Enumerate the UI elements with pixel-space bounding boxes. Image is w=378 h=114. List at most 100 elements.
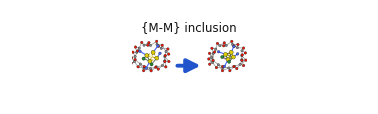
Circle shape xyxy=(159,53,161,55)
Circle shape xyxy=(231,41,233,43)
Circle shape xyxy=(150,63,153,66)
Circle shape xyxy=(217,64,220,66)
Circle shape xyxy=(211,48,213,50)
Circle shape xyxy=(223,42,226,45)
Circle shape xyxy=(133,61,136,63)
Circle shape xyxy=(244,52,247,55)
Circle shape xyxy=(161,45,163,47)
Circle shape xyxy=(236,47,239,49)
Circle shape xyxy=(164,66,167,69)
Circle shape xyxy=(240,55,243,57)
Circle shape xyxy=(164,60,166,62)
Circle shape xyxy=(160,48,163,50)
Circle shape xyxy=(149,45,152,47)
Circle shape xyxy=(231,56,235,60)
Circle shape xyxy=(151,51,155,55)
Circle shape xyxy=(218,45,221,47)
Circle shape xyxy=(157,45,160,48)
Circle shape xyxy=(208,58,210,61)
Circle shape xyxy=(134,46,137,49)
Circle shape xyxy=(145,54,149,58)
Circle shape xyxy=(141,42,143,44)
Circle shape xyxy=(147,42,150,45)
Circle shape xyxy=(143,66,146,68)
Circle shape xyxy=(164,56,166,58)
Circle shape xyxy=(242,65,245,67)
Circle shape xyxy=(225,45,228,47)
Circle shape xyxy=(211,57,213,59)
Circle shape xyxy=(136,52,138,54)
Circle shape xyxy=(232,46,235,48)
Circle shape xyxy=(143,70,145,72)
Circle shape xyxy=(208,63,211,66)
Circle shape xyxy=(156,45,159,48)
Circle shape xyxy=(223,53,228,57)
Circle shape xyxy=(221,56,224,59)
Circle shape xyxy=(233,45,235,48)
Circle shape xyxy=(143,45,145,47)
Circle shape xyxy=(130,62,133,65)
Circle shape xyxy=(136,50,139,53)
Circle shape xyxy=(222,45,225,48)
Circle shape xyxy=(221,70,224,72)
Circle shape xyxy=(232,66,235,68)
Circle shape xyxy=(229,70,231,72)
Circle shape xyxy=(161,65,164,67)
Circle shape xyxy=(240,59,243,61)
Circle shape xyxy=(229,51,233,55)
Circle shape xyxy=(139,50,141,53)
Text: {M-M} inclusion: {M-M} inclusion xyxy=(141,21,237,34)
Circle shape xyxy=(217,51,220,54)
Circle shape xyxy=(242,47,245,50)
Circle shape xyxy=(236,53,239,56)
Circle shape xyxy=(147,44,149,47)
Circle shape xyxy=(226,58,230,62)
Circle shape xyxy=(138,48,140,50)
Circle shape xyxy=(155,41,158,43)
Circle shape xyxy=(222,66,224,68)
Circle shape xyxy=(137,66,139,69)
Circle shape xyxy=(164,55,166,57)
Circle shape xyxy=(215,49,217,51)
Circle shape xyxy=(164,61,166,63)
Circle shape xyxy=(211,62,214,64)
Circle shape xyxy=(215,67,218,69)
Circle shape xyxy=(231,44,234,46)
Circle shape xyxy=(134,59,136,61)
Circle shape xyxy=(208,53,211,55)
Circle shape xyxy=(212,60,214,62)
Circle shape xyxy=(222,67,224,69)
Circle shape xyxy=(167,61,170,63)
Circle shape xyxy=(245,59,247,62)
Circle shape xyxy=(155,66,157,68)
Circle shape xyxy=(148,60,152,64)
Circle shape xyxy=(241,60,243,62)
Circle shape xyxy=(213,51,216,54)
Circle shape xyxy=(155,57,159,61)
Circle shape xyxy=(142,58,145,61)
Circle shape xyxy=(216,43,219,45)
Circle shape xyxy=(241,54,243,57)
Circle shape xyxy=(241,50,243,52)
Circle shape xyxy=(157,68,160,71)
Circle shape xyxy=(235,68,238,70)
Circle shape xyxy=(149,68,152,70)
Circle shape xyxy=(223,66,226,68)
Circle shape xyxy=(239,64,241,66)
Circle shape xyxy=(134,56,136,58)
Circle shape xyxy=(132,52,134,54)
Circle shape xyxy=(130,57,133,60)
Circle shape xyxy=(145,67,147,70)
Circle shape xyxy=(167,48,169,51)
Circle shape xyxy=(212,53,215,55)
Circle shape xyxy=(150,70,152,72)
Circle shape xyxy=(156,44,158,46)
Circle shape xyxy=(165,51,167,53)
Circle shape xyxy=(139,63,141,66)
Circle shape xyxy=(228,61,231,64)
Circle shape xyxy=(167,53,170,56)
Circle shape xyxy=(143,67,146,69)
Circle shape xyxy=(155,66,157,69)
Circle shape xyxy=(228,67,230,70)
Circle shape xyxy=(237,44,239,46)
